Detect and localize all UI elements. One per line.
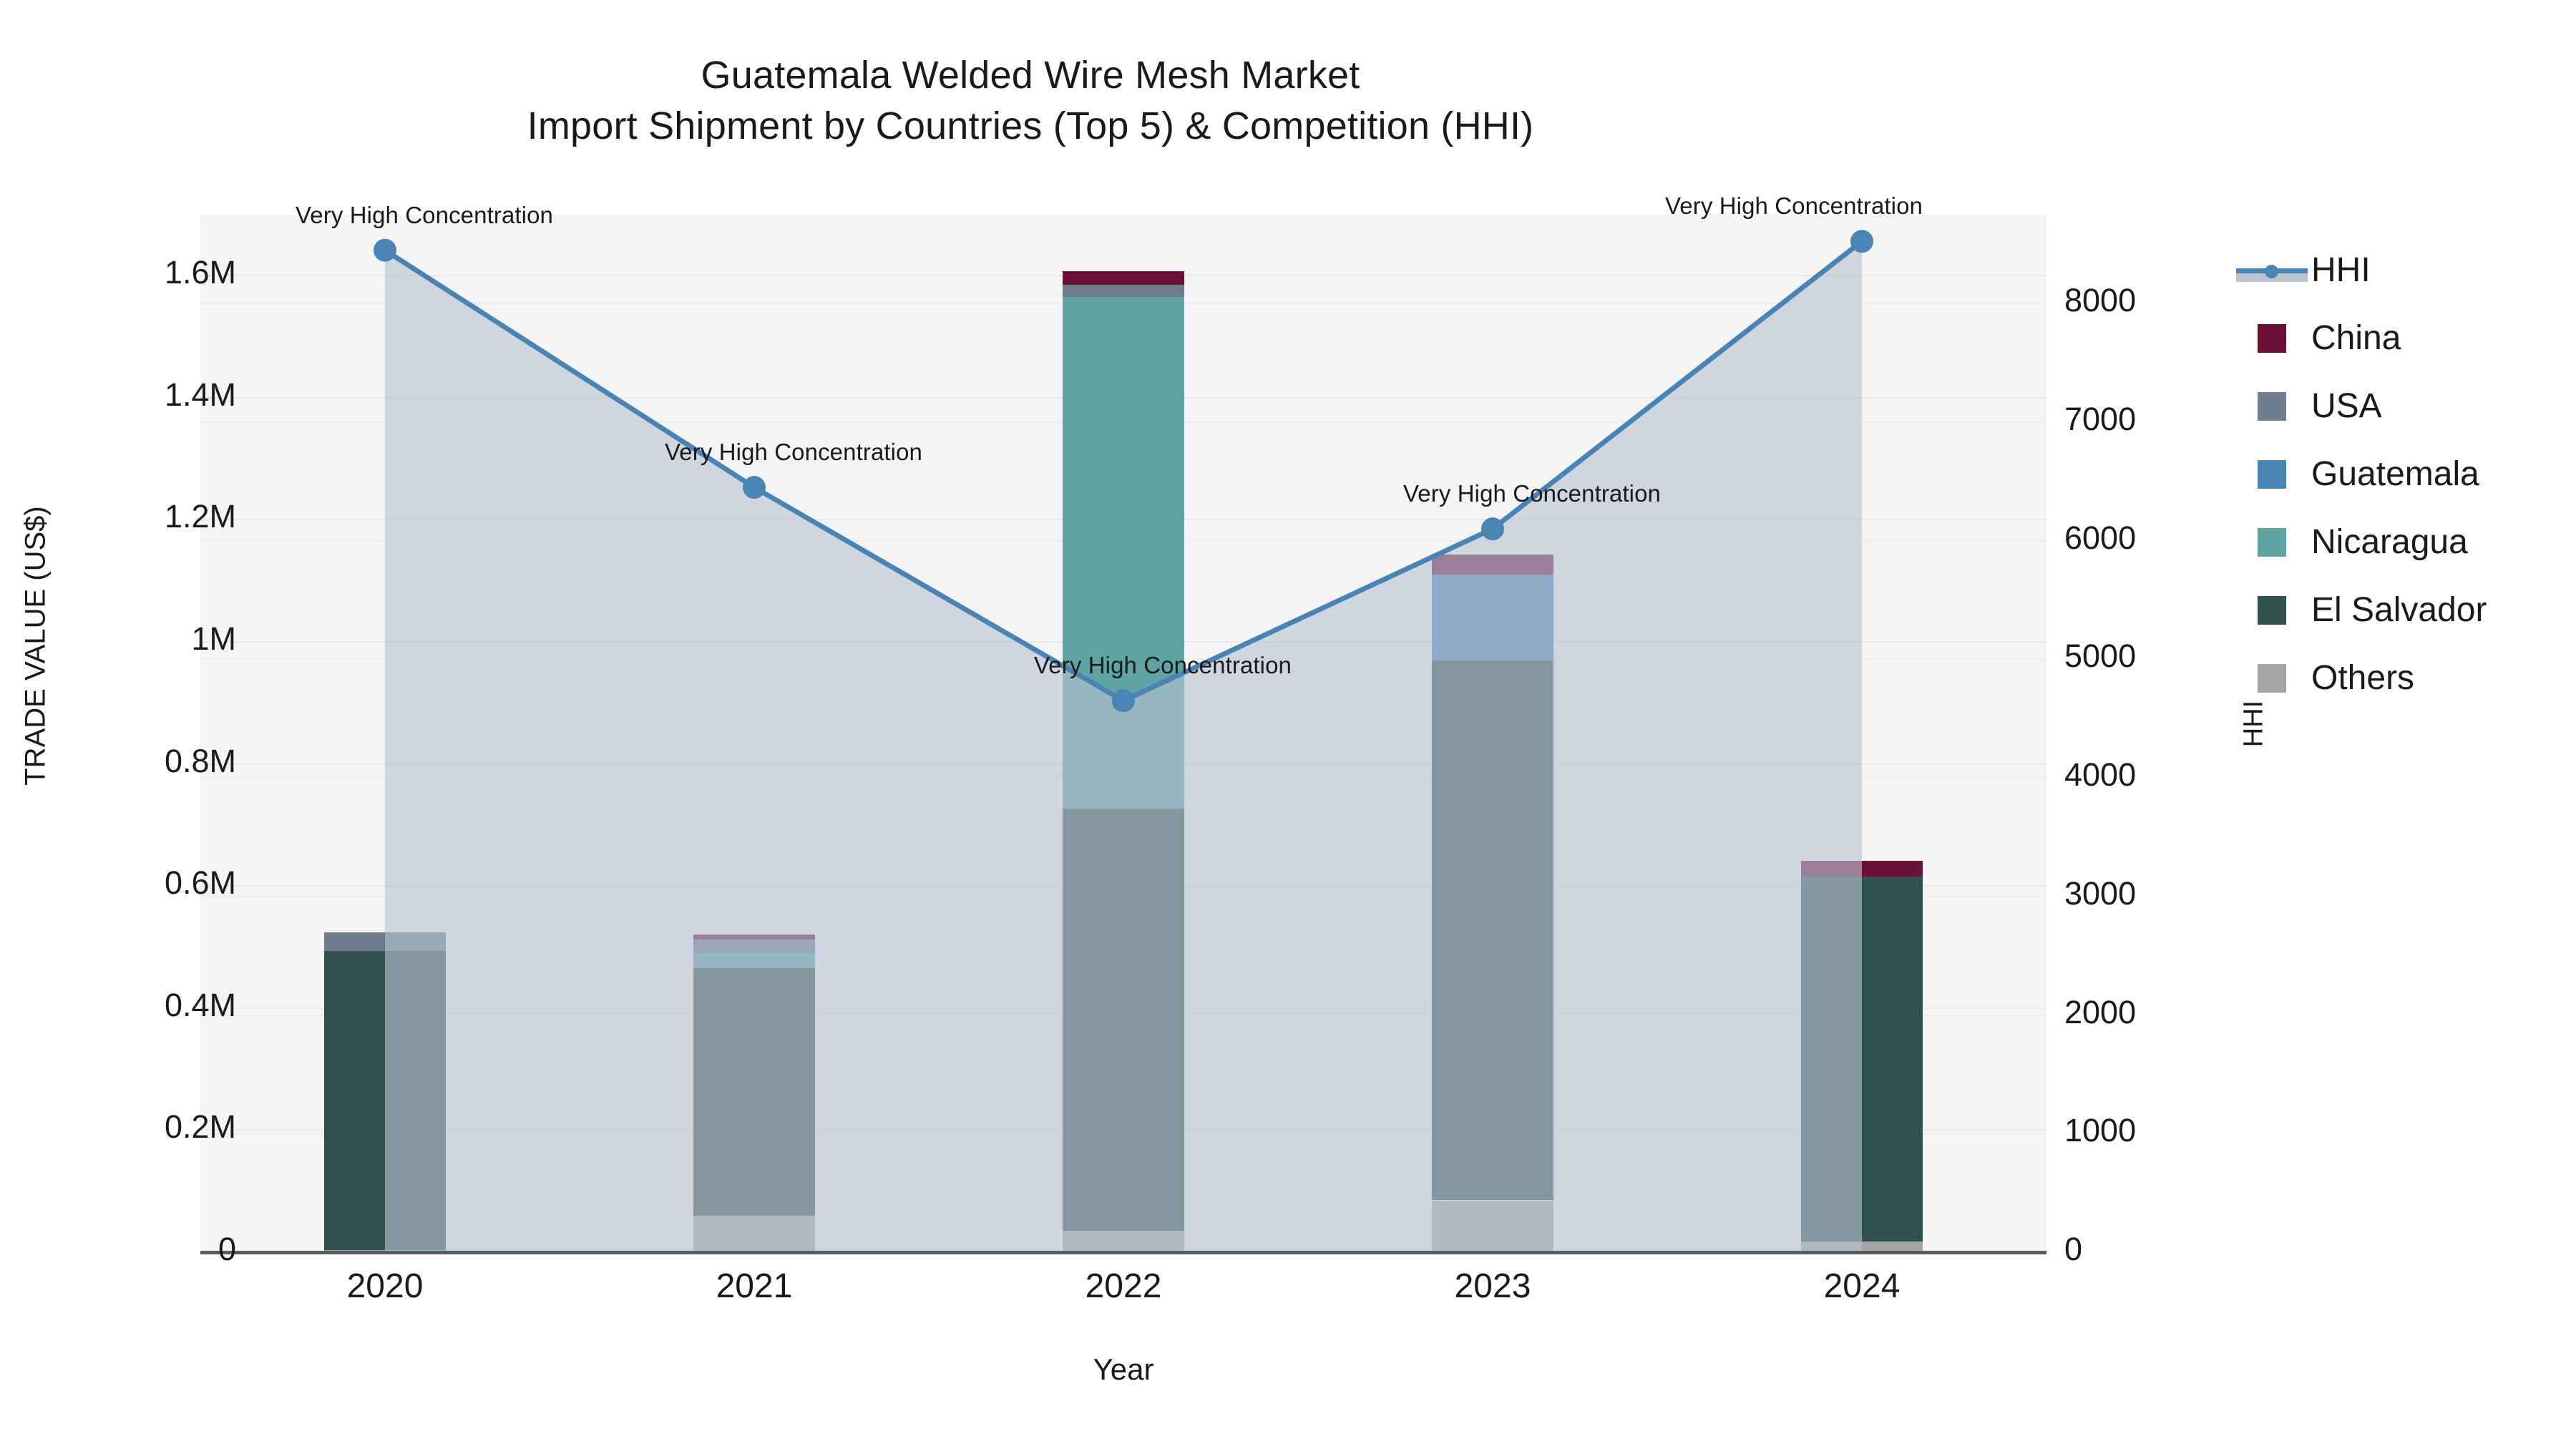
legend-swatch-icon xyxy=(2233,663,2311,693)
x-tick-2023: 2023 xyxy=(1454,1267,1531,1305)
hhi-line-icon xyxy=(2236,258,2308,283)
bar-segment-2021-china[interactable] xyxy=(693,935,815,940)
y-axis-left-title: TRADE VALUE (US$) xyxy=(19,506,52,786)
annotation-2020: Very High Concentration xyxy=(296,201,553,228)
legend-label: USA xyxy=(2311,386,2382,425)
y-tick-left-1M: 1M xyxy=(191,620,236,658)
legend-label: HHI xyxy=(2311,250,2371,289)
legend-label: Others xyxy=(2311,658,2415,697)
x-tick-2021: 2021 xyxy=(716,1267,793,1305)
legend-label: Nicaragua xyxy=(2311,522,2468,561)
legend-item-usa[interactable]: USA xyxy=(2233,372,2569,440)
bar-group-2022[interactable] xyxy=(1063,215,1184,1252)
x-axis-title: Year xyxy=(1093,1352,1154,1386)
legend-swatch-icon xyxy=(2233,459,2311,489)
bar-segment-2022-china[interactable] xyxy=(1063,271,1184,286)
y-tick-right-2000: 2000 xyxy=(2064,993,2137,1030)
bar-segment-2023-el-salvador[interactable] xyxy=(1432,660,1553,1201)
hhi-dot-icon xyxy=(2265,264,2278,278)
bar-segment-2021-el-salvador[interactable] xyxy=(693,968,815,1216)
bar-segment-2023-china[interactable] xyxy=(1432,555,1553,575)
legend-label: El Salvador xyxy=(2311,590,2487,629)
bar-segment-2022-nicaragua[interactable] xyxy=(1063,297,1184,809)
annotation-2022: Very High Concentration xyxy=(1034,652,1292,679)
annotation-2021: Very High Concentration xyxy=(665,439,922,466)
y-tick-left-0.4M: 0.4M xyxy=(164,986,236,1023)
legend-swatch-icon xyxy=(2233,595,2311,625)
y-tick-left-1.4M: 1.4M xyxy=(164,376,236,413)
y-tick-right-8000: 8000 xyxy=(2064,282,2137,319)
x-tick-2020: 2020 xyxy=(346,1267,424,1305)
bar-group-2021[interactable] xyxy=(693,215,815,1252)
bar-segment-2020-el-salvador[interactable] xyxy=(324,950,446,1250)
legend-item-nicaragua[interactable]: Nicaragua xyxy=(2233,508,2569,576)
y-tick-left-1.2M: 1.2M xyxy=(164,498,236,535)
legend-label: Guatemala xyxy=(2311,454,2479,493)
y-tick-right-6000: 6000 xyxy=(2064,519,2137,556)
x-axis-spine xyxy=(200,1251,2046,1254)
chart-title: Guatemala Welded Wire Mesh Market xyxy=(701,54,1360,97)
legend-item-hhi[interactable]: HHI xyxy=(2233,236,2569,304)
bar-segment-2022-el-salvador[interactable] xyxy=(1063,808,1184,1231)
y-tick-left-0.6M: 0.6M xyxy=(164,864,236,902)
bar-group-2020[interactable] xyxy=(324,215,446,1252)
legend-item-china[interactable]: China xyxy=(2233,304,2569,372)
chart-title-block: Guatemala Welded Wire Mesh Market Import… xyxy=(0,50,2061,152)
swatch-el-salvador-icon xyxy=(2258,595,2286,625)
bar-segment-2020-usa[interactable] xyxy=(324,932,446,951)
swatch-nicaragua-icon xyxy=(2258,527,2286,557)
bar-segment-2024-el-salvador[interactable] xyxy=(1801,877,1923,1241)
y-tick-left-1.6M: 1.6M xyxy=(164,254,236,291)
y-tick-right-1000: 1000 xyxy=(2064,1112,2137,1149)
legend-swatch-icon xyxy=(2233,323,2311,353)
plot-area: Very High Concentration Very High Concent… xyxy=(200,192,2046,1252)
legend-item-others[interactable]: Others xyxy=(2233,644,2569,712)
x-tick-2022: 2022 xyxy=(1085,1267,1162,1305)
swatch-guatemala-icon xyxy=(2258,459,2286,489)
bar-segment-2023-guatemala[interactable] xyxy=(1432,575,1553,660)
legend-item-guatemala[interactable]: Guatemala xyxy=(2233,440,2569,508)
y-tick-right-4000: 4000 xyxy=(2064,756,2137,794)
y-tick-right-3000: 3000 xyxy=(2064,874,2137,912)
chart-legend: HHI China USA Guatemala Nicaragua El Salvador… xyxy=(2233,236,2569,712)
legend-item-el-salvador[interactable]: El Salvador xyxy=(2233,576,2569,644)
swatch-others-icon xyxy=(2258,663,2286,693)
x-tick-2024: 2024 xyxy=(1823,1267,1901,1305)
bar-segment-2023-others[interactable] xyxy=(1432,1200,1553,1252)
y-tick-right-7000: 7000 xyxy=(2064,401,2137,437)
y-tick-left-0.8M: 0.8M xyxy=(164,742,236,779)
bar-segment-2022-others[interactable] xyxy=(1063,1231,1184,1252)
legend-line-icon xyxy=(2233,258,2311,283)
plot-clip xyxy=(200,215,2046,1252)
swatch-china-icon xyxy=(2258,323,2286,353)
legend-swatch-icon xyxy=(2233,391,2311,421)
bar-segment-2024-china[interactable] xyxy=(1801,861,1923,877)
bar-group-2023[interactable] xyxy=(1432,215,1553,1252)
y-tick-right-5000: 5000 xyxy=(2064,638,2137,675)
y-tick-left-0.2M: 0.2M xyxy=(164,1108,236,1146)
legend-label: China xyxy=(2311,318,2401,357)
y-tick-right-0: 0 xyxy=(2064,1231,2083,1267)
y-tick-left-0: 0 xyxy=(218,1231,236,1267)
bar-segment-2021-nicaragua[interactable] xyxy=(693,953,815,969)
bar-segment-2022-usa[interactable] xyxy=(1063,285,1184,298)
chart-subtitle: Import Shipment by Countries (Top 5) & C… xyxy=(527,104,1534,148)
bar-segment-2021-others[interactable] xyxy=(693,1215,815,1252)
bar-group-2024[interactable] xyxy=(1801,215,1923,1252)
annotation-2023: Very High Concentration xyxy=(1403,480,1661,507)
bar-segment-2021-usa[interactable] xyxy=(693,940,815,954)
legend-swatch-icon xyxy=(2233,527,2311,557)
swatch-usa-icon xyxy=(2258,391,2286,421)
annotation-2024: Very High Concentration xyxy=(1665,192,1923,220)
